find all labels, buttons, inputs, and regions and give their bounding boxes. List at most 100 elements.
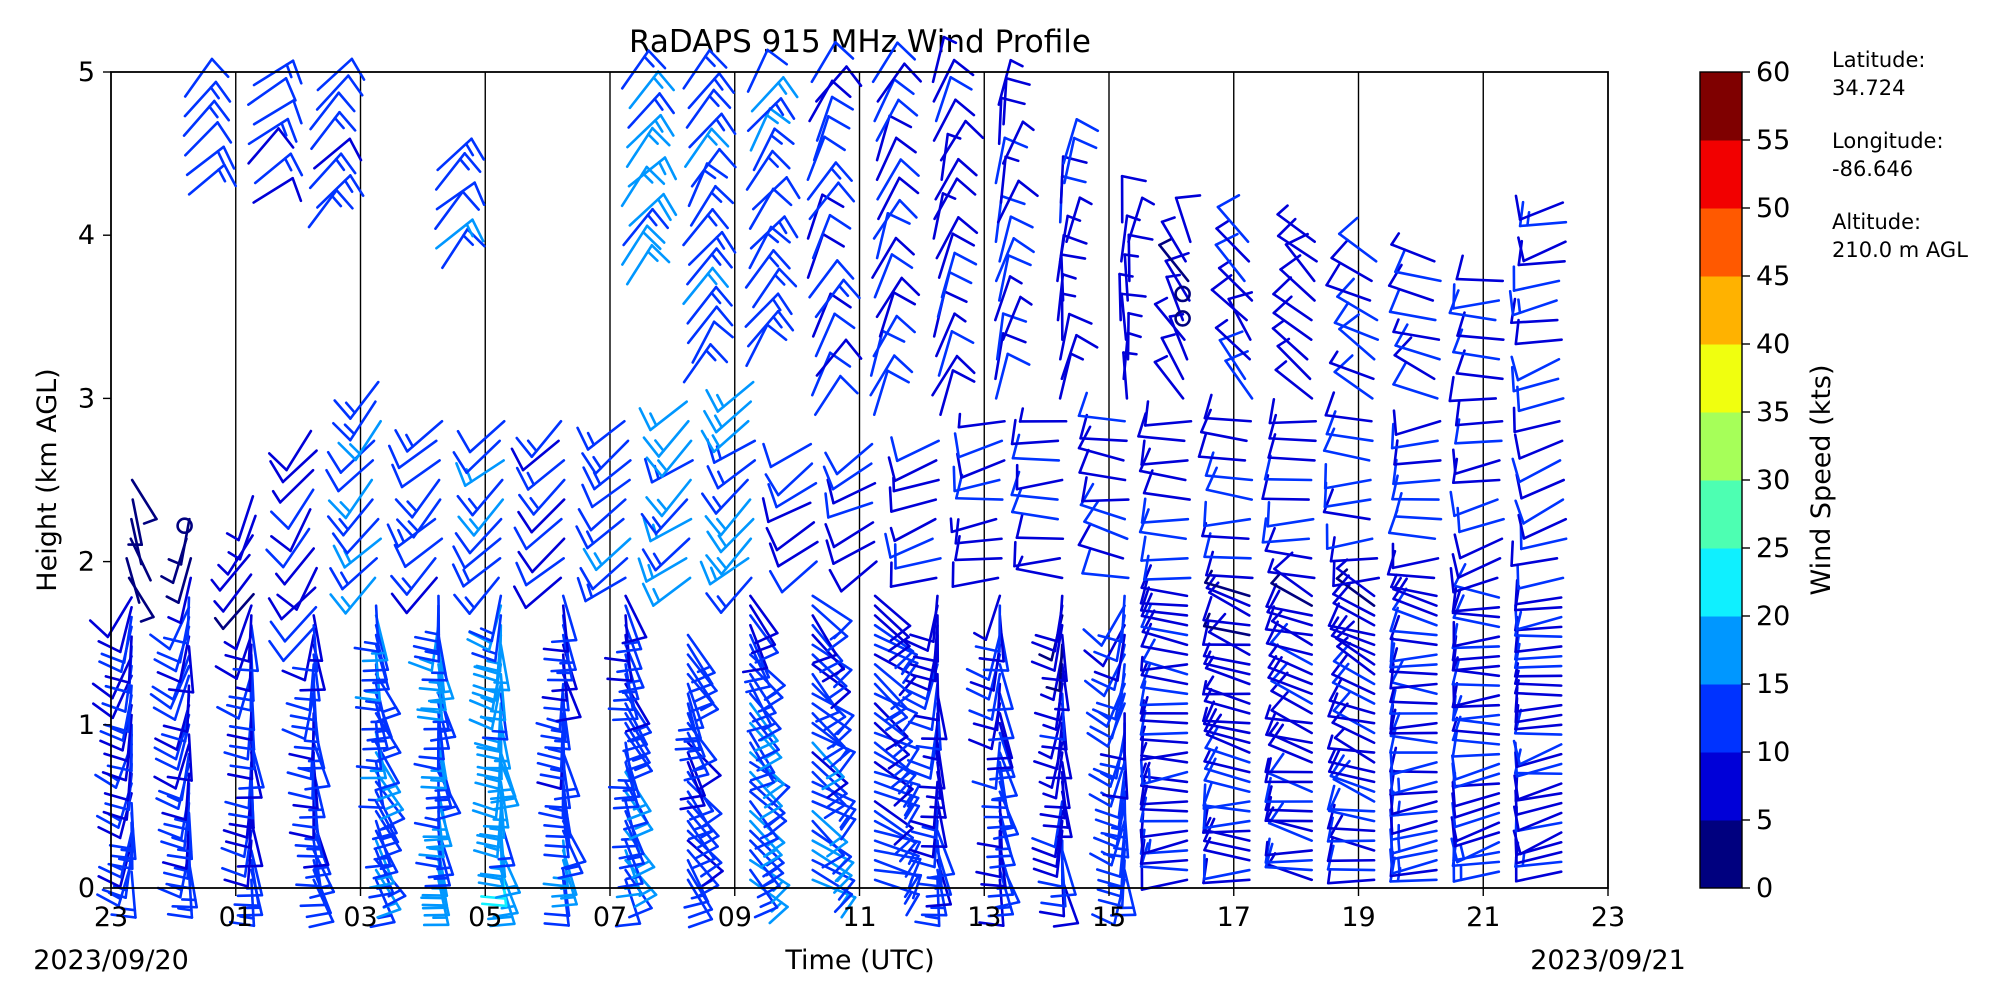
- wind-barb-low: [1041, 633, 1068, 683]
- wind-barb-low: [909, 594, 939, 643]
- wind-barb-upper: [1197, 432, 1247, 462]
- wind-barb-low: [1202, 853, 1251, 881]
- wind-barb-upper: [686, 247, 733, 286]
- wind-barb-low: [104, 635, 133, 684]
- wind-barb-upper: [828, 560, 878, 593]
- wind-barb-upper: [872, 369, 910, 417]
- wind-barb-low: [1032, 819, 1064, 869]
- wind-barb-low: [873, 594, 912, 642]
- wind-barb-low: [912, 614, 940, 663]
- wind-barb-low: [483, 643, 511, 692]
- wind-barb-upper: [884, 532, 934, 559]
- calm-marker: [1174, 285, 1191, 303]
- wind-barb-upper: [130, 517, 143, 566]
- wind-barb-low: [1139, 578, 1189, 607]
- wind-barb-upper: [1337, 216, 1378, 263]
- wind-barb-low: [1512, 829, 1563, 856]
- wind-barb-upper: [877, 176, 920, 221]
- wind-barb-upper: [390, 576, 438, 615]
- wind-barb-upper: [688, 112, 737, 149]
- wind-barb-upper: [1322, 427, 1371, 462]
- wind-barb-low: [1264, 757, 1314, 784]
- wind-barb-upper: [993, 275, 1023, 322]
- wind-barb-low: [1332, 583, 1376, 627]
- wind-barb-low: [1327, 602, 1376, 637]
- wind-barb-low: [468, 594, 503, 643]
- wind-barb-upper: [746, 97, 796, 133]
- colorbar-tick-label: 40: [1756, 329, 1790, 360]
- wind-barb-upper: [814, 312, 856, 358]
- wind-barb-upper: [517, 498, 566, 534]
- wind-barb-upper: [627, 156, 678, 188]
- wind-barb-low: [544, 800, 571, 849]
- wind-barb-low: [1139, 695, 1189, 725]
- x-axis-label: Time (UTC): [784, 945, 934, 976]
- x-tick-label: 11: [842, 902, 876, 933]
- colorbar-segment: [1700, 480, 1742, 549]
- wind-barb-upper: [1081, 549, 1130, 580]
- wind-barb-upper: [746, 309, 795, 348]
- wind-barb-low: [913, 672, 940, 722]
- wind-barb-low: [1327, 692, 1376, 725]
- wind-barb-upper: [625, 244, 671, 286]
- wind-barb-low: [1207, 612, 1251, 656]
- wind-barb-low: [686, 663, 715, 713]
- colorbar-tick-label: 50: [1756, 193, 1790, 224]
- wind-barb-upper: [687, 230, 737, 266]
- wind-barb-upper: [316, 174, 365, 209]
- wind-barb-upper: [703, 400, 753, 434]
- wind-barb-upper: [746, 48, 789, 93]
- wind-barb-low: [108, 801, 136, 851]
- x-tick-label: 09: [718, 902, 752, 933]
- wind-barb-upper: [814, 278, 861, 319]
- wind-barb-upper: [1268, 413, 1317, 443]
- wind-barb-low: [989, 731, 1016, 781]
- wind-barb-low: [1327, 748, 1376, 774]
- wind-barb-low: [1033, 672, 1064, 722]
- wind-barb-low: [976, 800, 1003, 849]
- colorbar-tick-label: 0: [1756, 873, 1773, 904]
- wind-barb-low: [749, 604, 777, 655]
- wind-barb-upper: [451, 557, 502, 588]
- wind-barb-upper: [452, 439, 502, 475]
- wind-barb-upper: [1013, 540, 1062, 568]
- wind-barb-upper: [1456, 506, 1505, 534]
- wind-barb-upper: [395, 498, 442, 539]
- wind-barb-low: [91, 654, 133, 700]
- wind-barb-upper: [1513, 433, 1564, 460]
- wind-barb-upper: [581, 478, 631, 509]
- wind-barb-upper: [332, 400, 377, 442]
- wind-barb-upper: [1514, 194, 1565, 221]
- wind-barb-upper: [1160, 333, 1185, 381]
- wind-barb-low: [1450, 837, 1501, 864]
- wind-barb-upper: [998, 215, 1034, 263]
- wind-barb-low: [925, 751, 942, 800]
- altitude-value: 210.0 m AGL: [1832, 238, 1968, 262]
- wind-barb-upper: [1274, 360, 1314, 400]
- wind-barb-low: [972, 682, 1002, 732]
- x-tick-label: 13: [967, 902, 1001, 933]
- wind-barb-upper: [269, 488, 315, 530]
- wind-barb-upper: [752, 127, 795, 172]
- wind-barb-low: [167, 645, 195, 694]
- wind-barb-low: [973, 594, 1002, 641]
- wind-barb-upper: [434, 152, 482, 191]
- wind-barb-low: [968, 672, 1002, 721]
- wind-barb-low: [1264, 605, 1314, 637]
- wind-barb-low: [1082, 604, 1126, 647]
- wind-barb-upper: [750, 76, 799, 113]
- wind-barb-upper: [275, 547, 315, 586]
- wind-barb-low: [285, 663, 316, 712]
- wind-barb-low: [920, 800, 948, 848]
- wind-barb-upper: [394, 419, 444, 453]
- wind-barb-low: [1204, 675, 1251, 705]
- x-tick-label: 23: [94, 902, 128, 933]
- wind-barb-upper: [1120, 214, 1141, 263]
- wind-barb-upper: [994, 237, 1035, 283]
- wind-barb-low: [1202, 706, 1251, 725]
- x-tick-label: 19: [1341, 902, 1375, 933]
- wind-barb-low: [1139, 586, 1189, 617]
- wind-barb-upper: [1508, 290, 1558, 317]
- colorbar-tick-label: 20: [1756, 601, 1790, 632]
- wind-barb-low: [1139, 709, 1189, 736]
